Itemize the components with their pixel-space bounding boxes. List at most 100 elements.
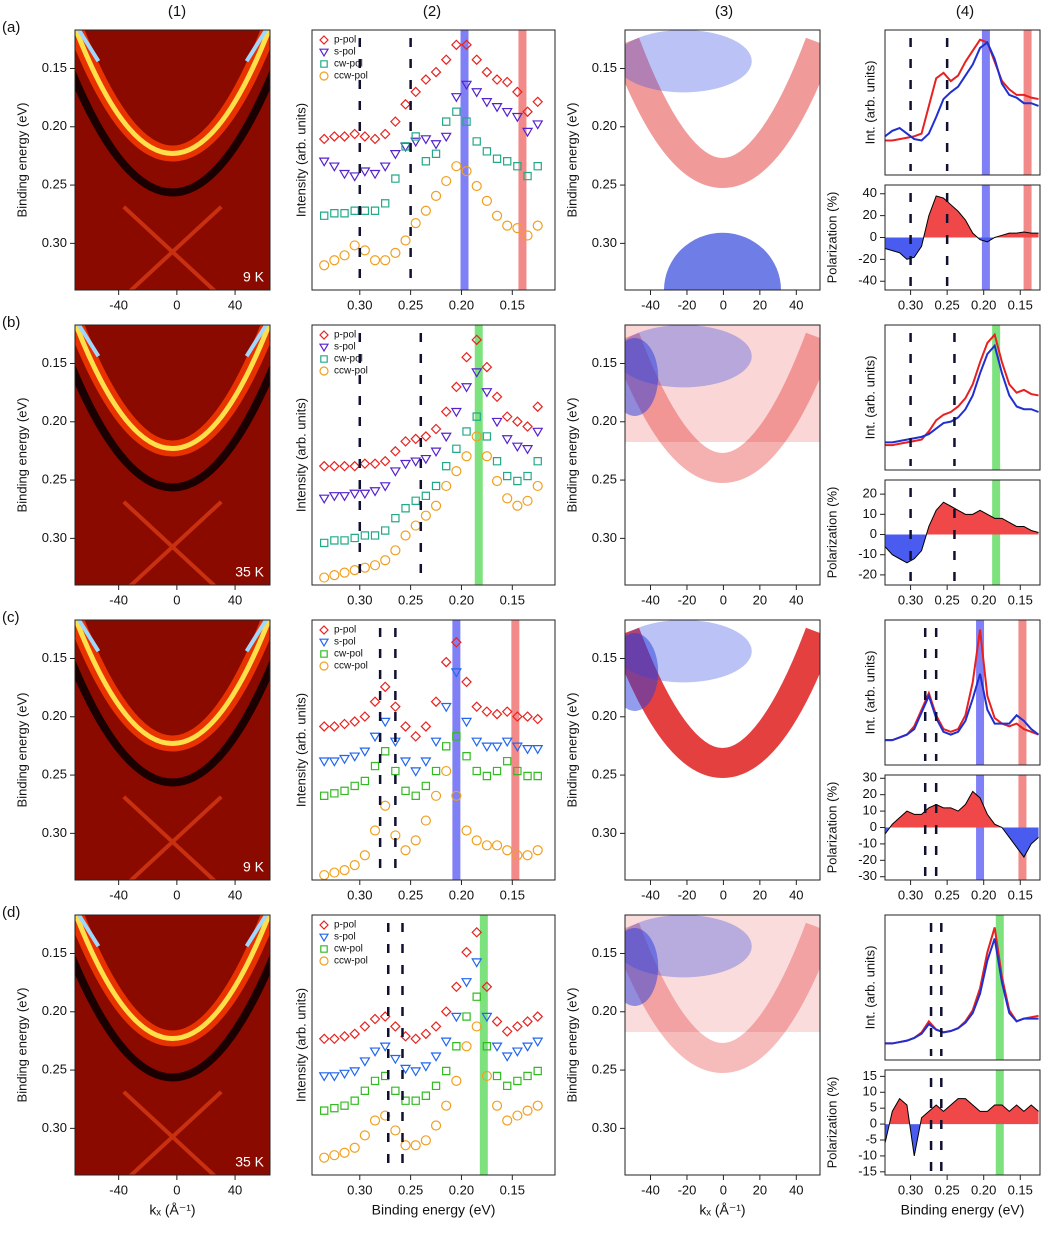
axes-frame (311, 324, 556, 586)
y-tick-label: 0.30 (592, 530, 617, 545)
y-tick-label: -15 (858, 1163, 877, 1178)
y-tick-label: 0.15 (592, 355, 617, 370)
highlight-band (518, 30, 527, 290)
data-point (349, 128, 361, 140)
data-point (450, 1012, 462, 1023)
data-point (471, 926, 483, 938)
data-point (471, 88, 483, 98)
data-point (420, 74, 432, 85)
x-tick-label: 0.20 (449, 297, 474, 312)
x-tick-label: 20 (753, 297, 767, 312)
data-point (513, 1076, 522, 1086)
data-point (512, 1021, 523, 1032)
x-tick-label: 0 (720, 887, 727, 902)
legend-label: s-pol (334, 47, 356, 58)
y-tick-label: 0.15 (592, 60, 617, 75)
data-point (339, 1030, 350, 1042)
data-point (532, 401, 544, 413)
data-point (411, 132, 420, 141)
axes-frame (884, 619, 1041, 766)
highlight-band (452, 620, 461, 880)
panel: 0.30 0.25 0.20 0.15 -20 -10 0 10 20 Polarization … (824, 479, 1041, 607)
data-point (471, 54, 483, 66)
x-tick-label: 20 (753, 1182, 767, 1197)
data-point (491, 1042, 503, 1052)
axes-frame (624, 619, 821, 881)
data-point (501, 411, 513, 422)
data-point (410, 1067, 422, 1077)
data-point (329, 131, 340, 142)
plot-area (318, 915, 544, 1175)
data-point (461, 1041, 472, 1052)
y-axis-label: Int. (arb. units) (862, 61, 877, 145)
data-point (401, 504, 410, 513)
data-point (420, 454, 432, 465)
y-axis-label: Binding energy (eV) (564, 398, 579, 513)
legend-marker (318, 638, 330, 648)
x-tick-label: -40 (109, 297, 128, 312)
data-point (451, 39, 462, 51)
heatmap-feature (75, 364, 270, 492)
data-point (420, 1062, 432, 1072)
data-point (391, 1086, 400, 1096)
data-point (421, 491, 431, 501)
data-point (350, 533, 359, 543)
x-tick-label: 0 (720, 297, 727, 312)
data-point (512, 850, 523, 861)
data-point (340, 786, 349, 796)
data-point (420, 757, 432, 767)
data-point (472, 412, 481, 421)
x-tick-label: 0.30 (347, 1182, 372, 1197)
data-point (522, 421, 533, 432)
x-tick-label: -40 (641, 1182, 660, 1197)
data-point (523, 1071, 532, 1081)
data-point (410, 457, 422, 467)
data-point (421, 1091, 431, 1100)
data-point (389, 467, 401, 477)
data-point (430, 423, 442, 435)
x-tick-label: 0.20 (449, 887, 474, 902)
data-point (522, 1016, 533, 1027)
legend-label: cw-pol (334, 649, 363, 660)
y-tick-label: -20 (858, 852, 877, 867)
data-point (430, 140, 442, 150)
data-point (410, 767, 422, 777)
y-tick-label: 0.25 (592, 767, 617, 782)
data-point (511, 112, 523, 123)
x-tick-label: -20 (678, 297, 697, 312)
data-point (328, 757, 340, 767)
data-point (452, 732, 461, 741)
y-tick-label: 0.30 (42, 235, 67, 250)
highlight-band (976, 620, 985, 765)
data-point (380, 555, 391, 566)
data-point (318, 757, 330, 767)
data-point (460, 717, 473, 728)
data-point (360, 1086, 370, 1096)
data-point (319, 260, 330, 271)
data-point (533, 161, 542, 171)
x-axis-label: kₓ (Å⁻¹) (149, 1202, 195, 1218)
heatmap-feature (75, 30, 270, 156)
y-axis-label: Binding energy (eV) (564, 693, 579, 808)
y-axis-label: Polarization (%) (824, 192, 839, 284)
y-tick-label: -10 (858, 546, 877, 561)
heatmap-feature (664, 232, 781, 290)
data-point (400, 845, 411, 856)
data-point (349, 240, 360, 251)
data-point (492, 1071, 502, 1081)
data-point (450, 668, 462, 678)
axes-frame (624, 324, 821, 586)
x-tick-label: -40 (641, 297, 660, 312)
x-tick-label: 20 (753, 887, 767, 902)
x-tick-label: 40 (789, 887, 803, 902)
data-point (339, 131, 350, 142)
x-tick-label: 0 (173, 887, 180, 902)
data-point (359, 747, 371, 757)
data-point (471, 737, 483, 748)
panel: Int. (arb. units) (862, 324, 1041, 471)
data-point (501, 435, 513, 445)
data-point (512, 711, 523, 722)
legend-marker (319, 920, 329, 930)
data-point (391, 174, 400, 183)
